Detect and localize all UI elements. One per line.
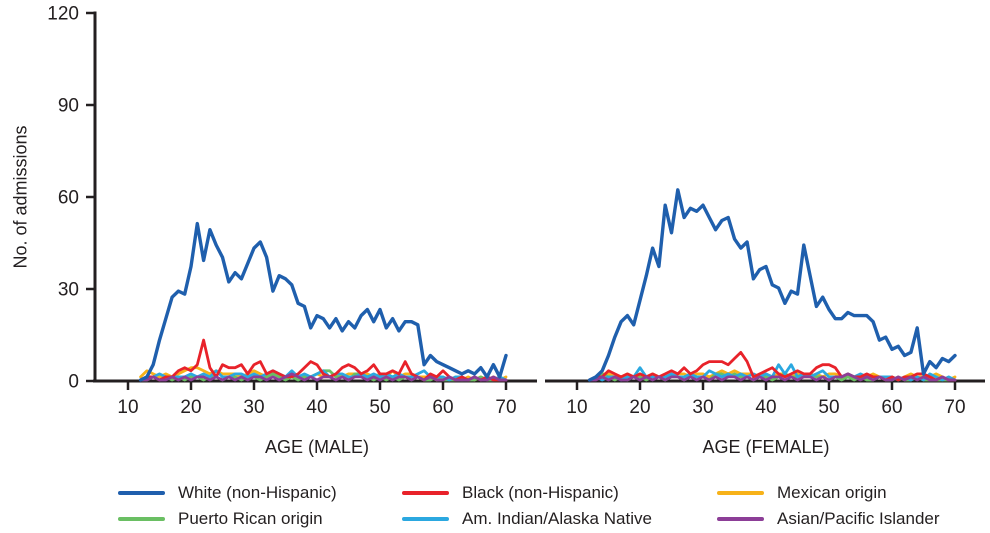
x-tick-label-male: 40 <box>306 397 327 418</box>
series-asian-pacific-islander-female <box>588 372 957 382</box>
legend-item-puerto-rican: Puerto Rican origin <box>118 509 323 529</box>
legend-line-am-indian <box>402 517 449 521</box>
legend-item-am-indian: Am. Indian/Alaska Native <box>402 509 652 529</box>
x-axis-title-male: AGE (MALE) <box>264 437 370 457</box>
legend-item-black: Black (non-Hispanic) <box>402 483 619 503</box>
x-tick-label-male: 20 <box>180 397 201 418</box>
x-tick-label-male: 10 <box>117 397 138 418</box>
x-tick-label-male: 60 <box>432 397 453 418</box>
x-tick-label-male: 70 <box>495 397 516 418</box>
legend-item-mexican: Mexican origin <box>717 483 887 503</box>
x-tick-label-male: 30 <box>243 397 264 418</box>
legend-item-white: White (non-Hispanic) <box>118 483 337 503</box>
legend-label-white: White (non-Hispanic) <box>178 483 337 502</box>
x-tick-label-female: 60 <box>881 397 902 418</box>
series-black-non-hispanic-male <box>139 338 508 382</box>
legend-item-asian: Asian/Pacific Islander <box>717 509 940 529</box>
legend-label-puerto-rican: Puerto Rican origin <box>178 509 323 528</box>
series-white-non-hispanic-female <box>587 188 957 382</box>
y-tick-label: 0 <box>68 372 79 393</box>
y-tick-label: 120 <box>47 4 79 25</box>
legend-label-mexican: Mexican origin <box>777 483 887 502</box>
legend-line-asian <box>717 517 764 521</box>
legend-label-am-indian: Am. Indian/Alaska Native <box>462 509 652 528</box>
y-tick-label: 60 <box>58 188 79 209</box>
x-tick-label-female: 50 <box>818 397 839 418</box>
series-asian-pacific-islander-male <box>139 372 508 382</box>
y-axis-title: No. of admissions <box>10 125 31 269</box>
x-tick-label-male: 50 <box>369 397 390 418</box>
legend-label-asian: Asian/Pacific Islander <box>777 509 940 528</box>
legend-line-black <box>402 491 449 495</box>
x-tick-label-female: 40 <box>755 397 776 418</box>
legend-line-white <box>118 491 165 495</box>
y-tick-label: 30 <box>58 280 79 301</box>
legend-line-mexican <box>717 491 764 495</box>
x-axis-title-female: AGE (FEMALE) <box>702 437 830 457</box>
x-tick-label-female: 30 <box>692 397 713 418</box>
x-tick-label-female: 20 <box>629 397 650 418</box>
legend-line-puerto-rican <box>118 517 165 521</box>
series-white-non-hispanic-male <box>138 221 508 382</box>
x-tick-label-female: 10 <box>566 397 587 418</box>
y-tick-label: 90 <box>58 96 79 117</box>
x-tick-label-female: 70 <box>944 397 965 418</box>
legend-label-black: Black (non-Hispanic) <box>462 483 619 502</box>
